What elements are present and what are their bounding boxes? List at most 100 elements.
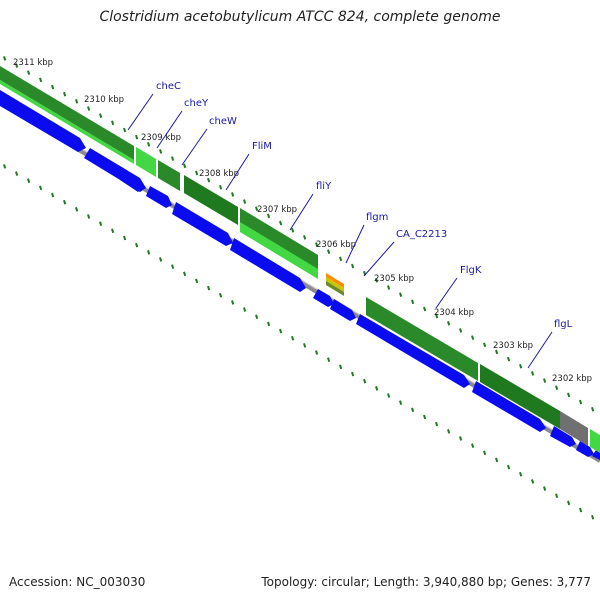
gene-leader-line (127, 93, 154, 131)
tick-mark (339, 364, 343, 370)
gene-arrow (172, 202, 233, 246)
tick-mark (543, 378, 547, 383)
tick-mark (519, 471, 523, 477)
cds-block (136, 147, 156, 177)
tick-mark (171, 264, 175, 269)
tick-mark (375, 386, 379, 391)
cds-block (158, 160, 180, 191)
gene-leader-line (527, 331, 553, 369)
cds-block (480, 364, 560, 429)
tick-mark (555, 493, 559, 499)
tick-mark (15, 63, 19, 68)
gene-arrow (592, 450, 600, 460)
tick-mark (303, 343, 307, 348)
tick-mark (51, 84, 55, 90)
tick-mark (159, 149, 163, 154)
tick-mark (519, 363, 523, 369)
tick-mark (123, 235, 127, 241)
inner-tick-dots (3, 164, 595, 520)
tick-mark (207, 285, 211, 291)
tick-mark (279, 328, 283, 334)
gene-label: flgm (366, 212, 388, 223)
cds-track (0, 66, 600, 453)
tick-mark (375, 278, 379, 283)
tick-mark (195, 170, 199, 176)
tick-mark (39, 77, 43, 83)
tick-mark (387, 285, 391, 290)
tick-mark (27, 70, 31, 75)
cds-block (240, 222, 318, 279)
gene-arrow (146, 186, 172, 208)
tick-mark (387, 393, 391, 398)
tick-mark (3, 56, 7, 61)
gene-arrow (230, 238, 306, 292)
cds-block (560, 411, 588, 446)
gene-label: cheW (209, 116, 237, 127)
tick-mark (591, 514, 595, 520)
tick-label: 2311 kbp (13, 58, 53, 68)
tick-mark (63, 199, 67, 205)
tick-mark (183, 163, 187, 169)
gene-leader-line (156, 110, 183, 149)
gene-arrow (0, 90, 86, 152)
tick-label: 2310 kbp (84, 95, 124, 105)
gene-arrow (120, 170, 144, 192)
tick-mark (219, 184, 223, 190)
small-gene-marker (326, 277, 344, 292)
tick-mark (315, 350, 319, 355)
gene-arrow (472, 381, 546, 432)
tick-label: 2303 kbp (493, 341, 533, 351)
tick-mark (411, 407, 415, 413)
gene-label: CA_C2213 (396, 229, 447, 240)
tick-mark (435, 313, 439, 319)
tick-label: 2305 kbp (374, 274, 414, 284)
tick-mark (279, 220, 283, 226)
tick-label: 2306 kbp (316, 240, 356, 250)
gene-label: FlgK (460, 265, 482, 276)
tick-mark (243, 199, 247, 204)
tick-mark (183, 271, 187, 277)
tick-mark (591, 406, 595, 412)
tick-mark (363, 378, 367, 384)
gene-label: fliY (316, 181, 332, 192)
tick-mark (291, 227, 295, 233)
summary-text: Topology: circular; Length: 3,940,880 bp… (261, 575, 591, 589)
cds-block (366, 297, 478, 381)
tick-mark (579, 399, 583, 405)
tick-mark (543, 486, 547, 491)
gene-label: cheY (184, 98, 209, 109)
tick-mark (411, 299, 415, 305)
tick-label: 2307 kbp (257, 205, 297, 215)
tick-mark (111, 228, 115, 234)
gene-arrow (313, 289, 334, 307)
tick-mark (459, 436, 463, 441)
small-gene-marker (326, 273, 344, 288)
tick-mark (435, 421, 439, 427)
tick-mark (3, 164, 7, 169)
tick-mark (471, 443, 475, 448)
tick-mark (267, 213, 271, 219)
gene-leader-line (289, 193, 314, 231)
tick-mark (291, 335, 295, 341)
tick-mark (399, 292, 403, 297)
tick-mark (339, 256, 343, 262)
tick-mark (267, 321, 271, 327)
tick-mark (111, 120, 115, 126)
tick-labels: 2311 kbp 2310 kbp 2309 kbp 2308 kbp 2307 kbp… (13, 58, 592, 384)
tick-mark (147, 250, 151, 255)
tick-mark (327, 249, 331, 254)
tick-mark (255, 206, 259, 212)
tick-mark (147, 142, 151, 147)
tick-mark (567, 500, 571, 506)
gene-arrow (330, 299, 356, 321)
gene-leader-line (435, 277, 458, 309)
tick-mark (495, 349, 499, 355)
tick-mark (447, 321, 451, 326)
tick-mark (579, 507, 583, 513)
tick-mark (27, 178, 31, 183)
cds-block (590, 429, 600, 453)
tick-mark (327, 357, 331, 362)
tick-mark (423, 306, 427, 312)
tick-label: 2309 kbp (141, 133, 181, 143)
